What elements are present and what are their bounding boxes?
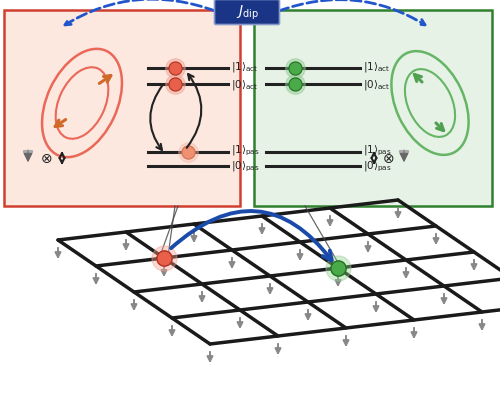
Text: $|0\rangle_{\rm act}$: $|0\rangle_{\rm act}$ — [231, 78, 258, 92]
Text: $\otimes$: $\otimes$ — [40, 152, 52, 166]
Text: $|1\rangle_{\rm act}$: $|1\rangle_{\rm act}$ — [231, 60, 258, 74]
Text: $|0\rangle_{\rm act}$: $|0\rangle_{\rm act}$ — [363, 78, 390, 92]
Text: $|1\rangle_{\rm pas}$: $|1\rangle_{\rm pas}$ — [231, 144, 260, 158]
FancyBboxPatch shape — [214, 0, 280, 25]
Text: $|0\rangle_{\rm pas}$: $|0\rangle_{\rm pas}$ — [231, 160, 260, 174]
FancyBboxPatch shape — [4, 10, 240, 206]
Text: $|1\rangle_{\rm pas}$: $|1\rangle_{\rm pas}$ — [363, 144, 392, 158]
Text: $|0\rangle_{\rm pas}$: $|0\rangle_{\rm pas}$ — [363, 160, 392, 174]
Text: $|1\rangle_{\rm act}$: $|1\rangle_{\rm act}$ — [363, 60, 390, 74]
FancyBboxPatch shape — [254, 10, 492, 206]
Text: $J_{\rm dip}$: $J_{\rm dip}$ — [236, 3, 258, 22]
Text: $\otimes$: $\otimes$ — [382, 152, 394, 166]
